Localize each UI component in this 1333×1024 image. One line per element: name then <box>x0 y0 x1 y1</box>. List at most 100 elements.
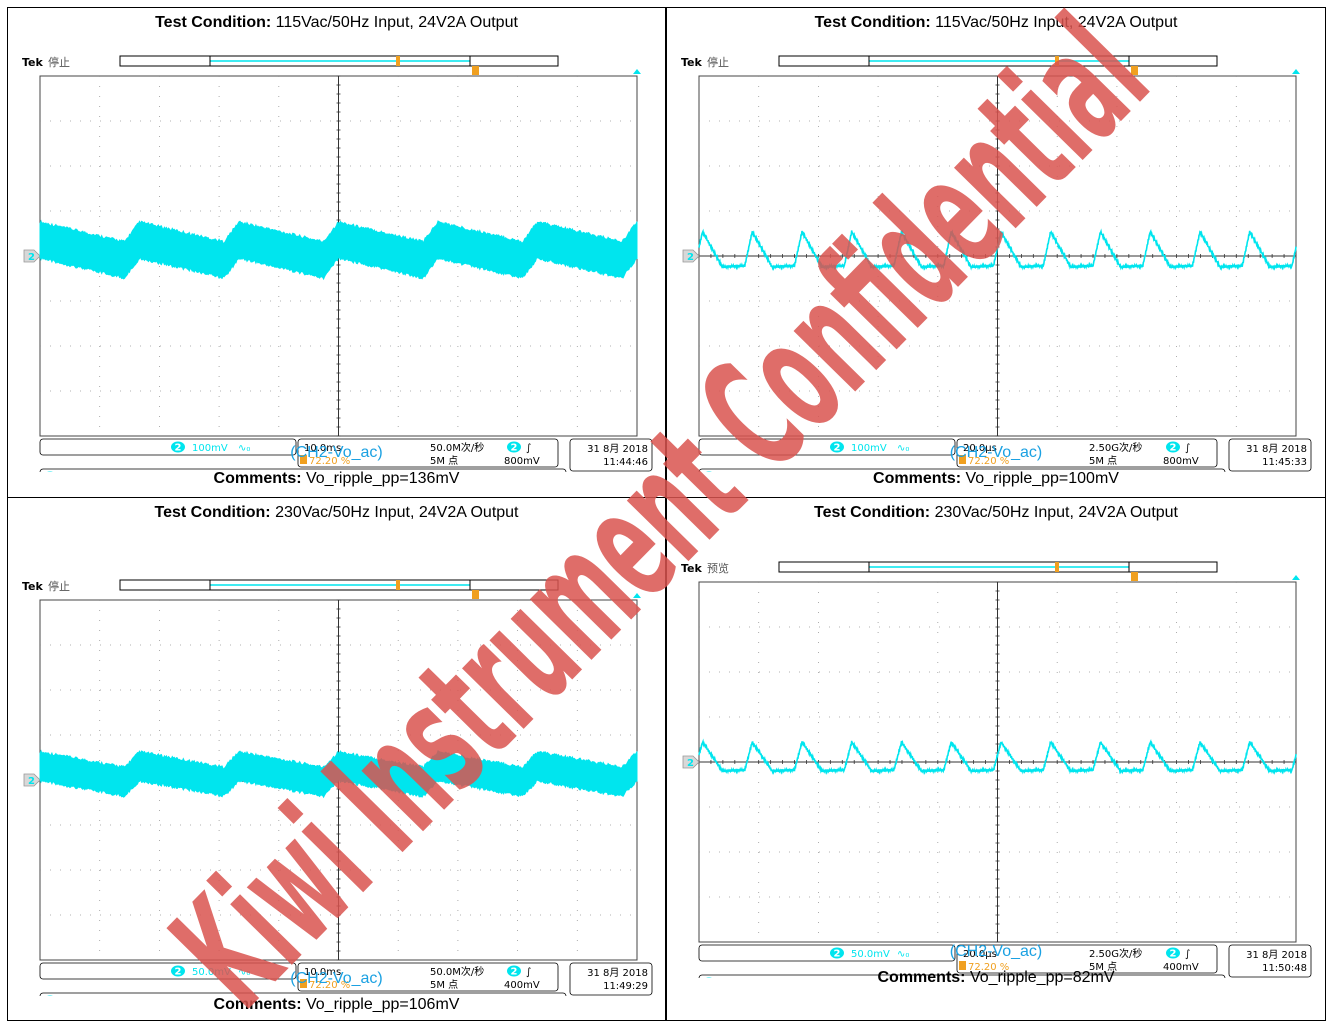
trigger-position-marker <box>1055 56 1059 66</box>
channel-badge-label: 2 <box>834 949 841 960</box>
trigger-position-marker <box>1055 562 1059 572</box>
channel-marker <box>682 755 700 769</box>
acquisition-box <box>297 438 559 468</box>
timebase: 20.0µs <box>963 949 997 960</box>
channel-caption: (CH2-Vo_ac) <box>290 970 383 987</box>
test-condition-label: Test Condition: <box>814 14 931 31</box>
timebase: 10.0ms <box>304 967 341 978</box>
comments-text: Vo_ripple_pp=106mV <box>301 996 460 1013</box>
comments: Comments: Vo_ripple_pp=100mV <box>667 470 1325 488</box>
record-length: 5M 点 <box>1089 961 1117 973</box>
trigger-level: 800mV <box>1163 456 1199 467</box>
test-condition-text: 230Vac/50Hz Input, 24V2A Output <box>270 504 519 521</box>
date: 31 8月 2018 <box>1246 443 1307 455</box>
acquisition-box <box>297 962 559 992</box>
oscilloscope-screenshot: Tek 停止 2 2 50.0mV ∿₀ 10.0ms 72.20 % 50.0M次/秒 5M 点… <box>20 576 655 996</box>
channel-marker-label: 2 <box>687 758 694 769</box>
panel-cell: Test Condition: 230Vac/50Hz Input, 24V2A… <box>7 497 666 1021</box>
coupling-icon: ∿₀ <box>897 949 909 960</box>
comments-text: Vo_ripple_pp=82mV <box>965 969 1115 986</box>
trigger-level-arrow <box>633 69 641 74</box>
brand-logo: Tek <box>22 580 44 593</box>
trigger-channel-badge <box>1166 441 1180 453</box>
channel-badge <box>830 947 844 959</box>
date: 31 8月 2018 <box>587 967 648 979</box>
measurement-channel-badge <box>706 471 712 472</box>
trigger-level: 400mV <box>1163 962 1199 973</box>
waveform-trace <box>698 228 1297 272</box>
channel-badge-label: 2 <box>834 443 841 454</box>
trigger-position-icon <box>300 979 307 988</box>
panel-cell: Test Condition: 230Vac/50Hz Input, 24V2A… <box>666 497 1326 1021</box>
waveform-trace <box>39 219 638 281</box>
test-condition-label: Test Condition: <box>154 504 271 521</box>
acquisition-state: 停止 <box>48 55 70 69</box>
date: 31 8月 2018 <box>1246 949 1307 961</box>
panel-cell: Test Condition: 115Vac/50Hz Input, 24V2A… <box>7 7 666 498</box>
trigger-channel-label: 2 <box>1170 949 1177 960</box>
test-condition-label: Test Condition: <box>814 504 931 521</box>
trigger-position-icon <box>959 455 966 464</box>
vertical-scale: 50.0mV <box>851 949 890 960</box>
comments-label: Comments: <box>213 470 302 487</box>
trigger-position-icon <box>300 455 307 464</box>
test-condition: Test Condition: 115Vac/50Hz Input, 24V2A… <box>8 14 665 32</box>
oscilloscope-screenshot: Tek 停止 2 2 100mV ∿₀ 10.0ms 72.20 % 50.0M次/秒 5M 点 2… <box>20 52 655 472</box>
measurement-channel-badge <box>706 977 712 978</box>
channel-settings-box <box>698 438 956 456</box>
channel-badge-label: 2 <box>175 967 182 978</box>
test-condition: Test Condition: 230Vac/50Hz Input, 24V2A… <box>667 504 1325 522</box>
channel-marker <box>682 249 700 263</box>
trigger-channel-badge <box>1166 947 1180 959</box>
trigger-position: 72.20 % <box>309 456 350 467</box>
trigger-level-arrow <box>1292 575 1300 580</box>
time: 11:45:33 <box>1262 457 1307 468</box>
trigger-level: 800mV <box>504 456 540 467</box>
oscilloscope-screenshot: Tek 停止 2 2 100mV ∿₀ 20.0µs 72.20 % 2.50G次/秒 5M 点 2… <box>679 52 1314 472</box>
trigger-slope-icon: ∫ <box>1185 949 1190 960</box>
record-length: 5M 点 <box>430 455 458 467</box>
sample-rate: 50.0M次/秒 <box>430 441 484 454</box>
brand-logo: Tek <box>22 56 44 69</box>
date: 31 8月 2018 <box>587 443 648 455</box>
record-length: 5M 点 <box>1089 455 1117 467</box>
timebase: 10.0ms <box>304 443 341 454</box>
measurement-box <box>39 992 567 996</box>
measurement-box <box>698 974 1226 978</box>
acquisition-state: 预览 <box>707 561 729 575</box>
coupling-icon: ∿₀ <box>897 443 909 454</box>
trigger-channel-label: 2 <box>511 443 518 454</box>
time: 11:49:29 <box>603 981 648 992</box>
trigger-position-marker <box>396 56 400 66</box>
timebase: 20.0µs <box>963 443 997 454</box>
waveform-trace <box>698 738 1297 776</box>
channel-caption: (CH2-Vo_ac) <box>949 943 1043 960</box>
trigger-channel-label: 2 <box>511 967 518 978</box>
comments: Comments: Vo_ripple_pp=106mV <box>8 996 665 1014</box>
channel-marker-label: 2 <box>28 252 35 263</box>
test-condition: Test Condition: 115Vac/50Hz Input, 24V2A… <box>667 14 1325 32</box>
channel-settings-box <box>698 944 956 962</box>
measurement-channel-badge <box>47 995 53 996</box>
channel-settings-box <box>39 438 297 456</box>
trigger-channel-label: 2 <box>1170 443 1177 454</box>
measurement-channel-badge <box>47 471 53 472</box>
comments-label: Comments: <box>877 969 966 986</box>
trigger-position: 72.20 % <box>968 962 1009 973</box>
trigger-marker-icon <box>1131 66 1138 75</box>
trigger-slope-icon: ∫ <box>1185 443 1190 454</box>
scope-svg: Tek 预览 2 2 50.0mV ∿₀ 20.0µs 72.20 % 2.50G次/秒5M 点… <box>681 561 1312 978</box>
acquisition-box <box>956 438 1218 468</box>
comments-text: Vo_ripple_pp=136mV <box>301 470 460 487</box>
datetime-box <box>1228 944 1312 978</box>
scope-svg: Tek 停止 2 2 100mV ∿₀ 20.0µs 72.20 % 2.50G次/秒5M 点 2… <box>681 55 1312 472</box>
datetime-box <box>569 438 653 472</box>
channel-marker-label: 2 <box>687 252 694 263</box>
sample-rate: 2.50G次/秒 <box>1089 947 1142 960</box>
acquisition-state: 停止 <box>48 579 70 593</box>
vertical-scale: 50.0mV <box>192 967 231 978</box>
trigger-position: 72.20 % <box>309 980 350 991</box>
trigger-level: 400mV <box>504 980 540 991</box>
channel-caption: (CH2-Vo_ac) <box>290 444 383 461</box>
record-length: 5M 点 <box>430 979 458 991</box>
